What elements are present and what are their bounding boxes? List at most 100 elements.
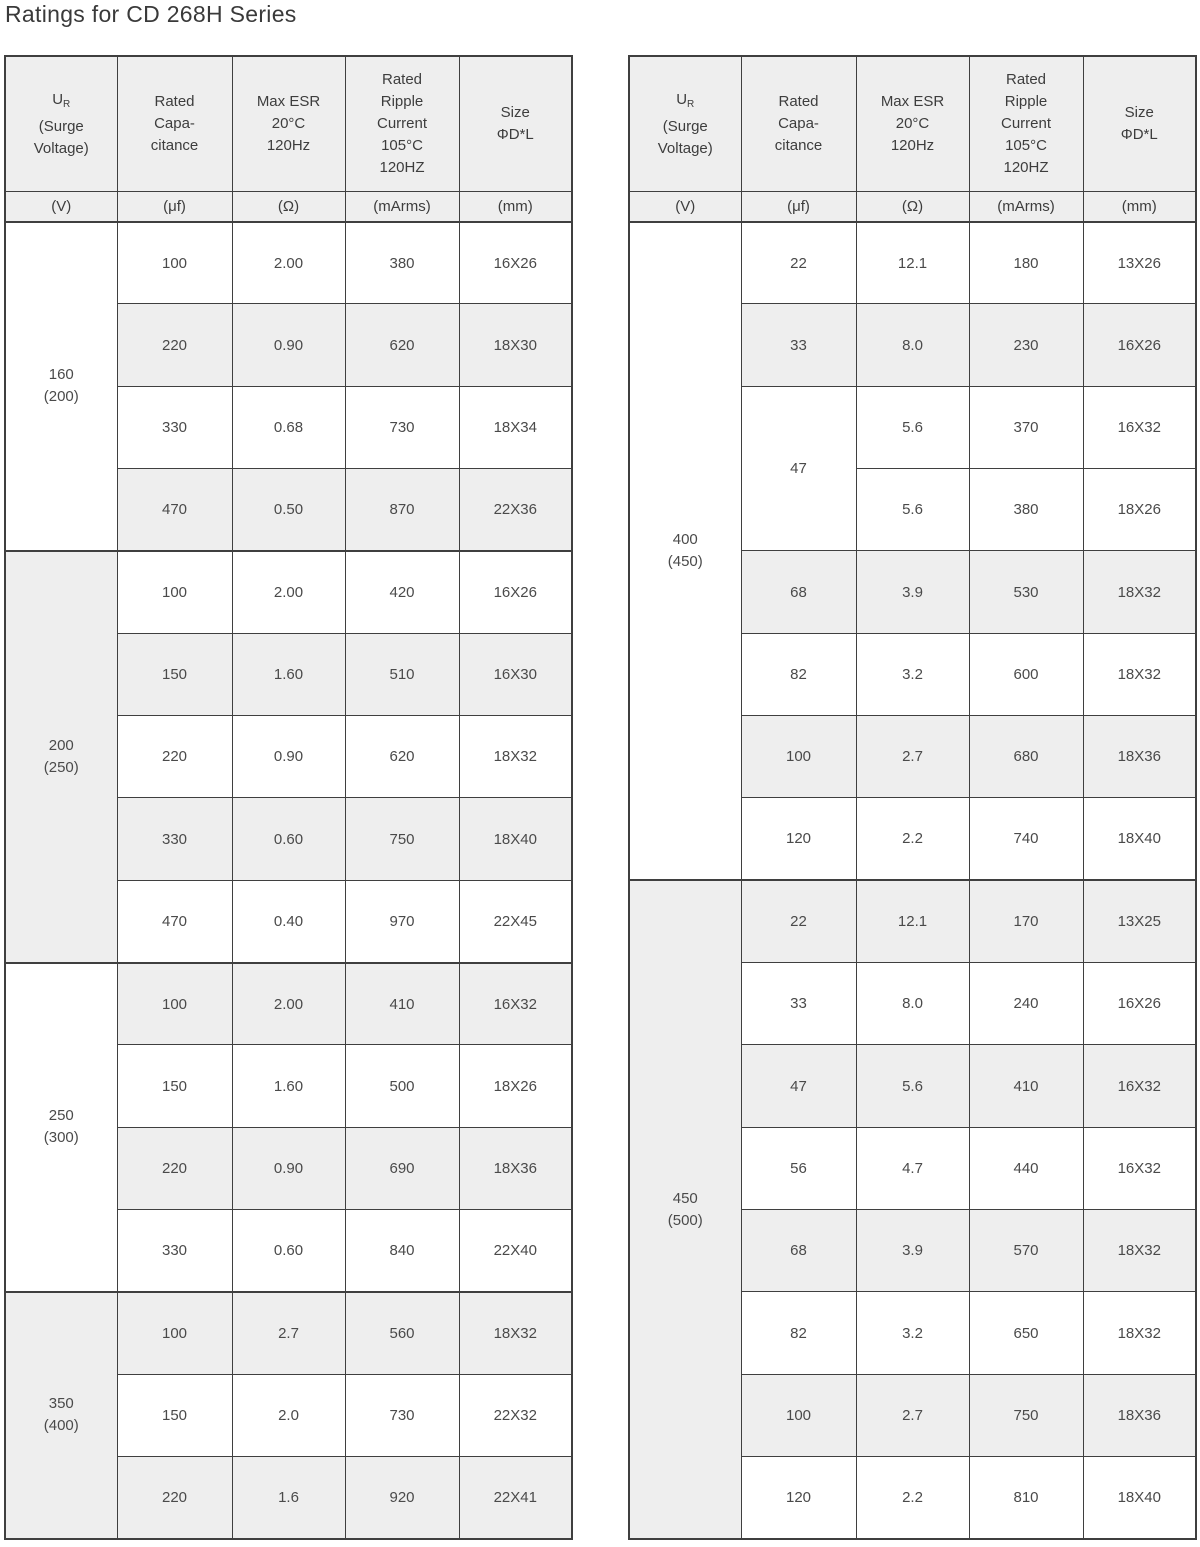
esr-cell: 2.00 bbox=[231, 221, 346, 305]
size-cell: 16X30 bbox=[458, 632, 573, 717]
esr-cell: 0.68 bbox=[231, 385, 346, 470]
esr-cell: 2.00 bbox=[231, 549, 346, 634]
unit-cell-ripple: (mArms) bbox=[344, 191, 460, 223]
ripple-cell: 530 bbox=[968, 550, 1084, 634]
ripple-cell: 380 bbox=[344, 221, 460, 305]
size-cell: 16X26 bbox=[1082, 303, 1197, 387]
esr-cell: 8.0 bbox=[855, 303, 970, 387]
size-cell: 16X26 bbox=[458, 221, 573, 305]
ripple-cell: 750 bbox=[344, 797, 460, 881]
capacitance-cell: 100 bbox=[116, 549, 233, 634]
ratings-table-right: UR (Surge Voltage) Rated Capa-citance Max ESR… bbox=[628, 55, 1197, 1540]
ripple-cell: 740 bbox=[968, 797, 1084, 881]
size-cell: 13X25 bbox=[1082, 879, 1197, 964]
esr-cell: 0.40 bbox=[231, 879, 346, 964]
size-cell: 18X32 bbox=[1082, 1209, 1197, 1293]
table-row: 400 (450) 22 12.1 180 13X26 bbox=[628, 221, 1197, 881]
size-cell: 18X36 bbox=[1082, 1373, 1197, 1458]
cell-line: Voltage) bbox=[657, 139, 713, 157]
capacitance-cell: 100 bbox=[116, 961, 233, 1046]
table-row: 68 3.9 530 18X32 bbox=[629, 550, 1197, 634]
size-cell: 16X32 bbox=[1082, 1126, 1197, 1211]
esr-cell: 5.6 bbox=[855, 1044, 970, 1128]
capacitance-cell: 68 bbox=[740, 1209, 857, 1293]
size-cell: 18X32 bbox=[1082, 1291, 1197, 1375]
ripple-cell: 920 bbox=[344, 1456, 460, 1540]
unit-cell-ripple: (mArms) bbox=[968, 191, 1084, 223]
size-cell: 18X32 bbox=[1082, 550, 1197, 634]
cell-line: 200 bbox=[48, 736, 74, 754]
cell-line: 105°C bbox=[1005, 137, 1047, 155]
page-title: Ratings for CD 268H Series bbox=[5, 1, 297, 27]
capacitance-cell: 22 bbox=[740, 879, 857, 964]
cell-line: 350 bbox=[48, 1395, 74, 1413]
esr-cell: 3.9 bbox=[855, 1209, 970, 1293]
cell-line: 400 bbox=[672, 530, 698, 548]
size-cell: 18X36 bbox=[1082, 715, 1197, 799]
voltage-cell: 450 (500) bbox=[628, 879, 742, 1540]
cell-line: Ripple bbox=[1004, 93, 1048, 111]
cell-line: Max ESR bbox=[880, 93, 945, 111]
esr-cell: 0.60 bbox=[231, 1209, 346, 1293]
esr-cell: 2.7 bbox=[855, 715, 970, 799]
ripple-cell: 510 bbox=[344, 632, 460, 717]
ripple-cell: 970 bbox=[344, 879, 460, 964]
ripple-cell: 410 bbox=[344, 961, 460, 1046]
capacitance-cell: 330 bbox=[116, 1209, 233, 1293]
ripple-cell: 730 bbox=[344, 385, 460, 470]
capacitance-cell: 150 bbox=[116, 632, 233, 717]
size-cell: 18X26 bbox=[458, 1044, 573, 1128]
capacitance-cell: 100 bbox=[740, 715, 857, 799]
cell-line: 120HZ bbox=[1003, 159, 1049, 177]
units-row: (V) (μf) (Ω) (mArms) (mm) bbox=[628, 191, 1197, 223]
voltage-subscript: R bbox=[63, 98, 71, 110]
cell-line: Capa- bbox=[778, 115, 819, 133]
table-row: 120 2.2 810 18X40 bbox=[629, 1456, 1197, 1540]
header-cell-voltage: UR (Surge Voltage) bbox=[4, 55, 118, 193]
unit-cell-voltage: (V) bbox=[628, 191, 742, 223]
size-cell: 18X32 bbox=[1082, 632, 1197, 717]
capacitance-cell: 100 bbox=[116, 1290, 233, 1375]
ripple-cell: 750 bbox=[968, 1373, 1084, 1458]
esr-cell: 0.90 bbox=[231, 715, 346, 799]
voltage-subscript: R bbox=[687, 98, 695, 110]
ripple-cell: 440 bbox=[968, 1126, 1084, 1211]
table-row: 450 (500) 22 12.1 170 13X25 bbox=[628, 879, 1197, 1540]
esr-cell: 12.1 bbox=[855, 221, 970, 305]
unit-cell-capacitance: (μf) bbox=[740, 191, 857, 223]
table-row: 200 (250) 100 2.00 420 16X26 bbox=[4, 549, 573, 964]
cell-line: Current bbox=[376, 115, 428, 133]
ripple-cell: 680 bbox=[968, 715, 1084, 799]
header-cell-voltage: UR (Surge Voltage) bbox=[628, 55, 742, 193]
table-row: 220 0.90 620 18X32 bbox=[5, 715, 573, 799]
size-cell: 18X34 bbox=[458, 385, 573, 470]
cell-line: 105°C bbox=[381, 137, 423, 155]
esr-cell: 0.90 bbox=[231, 303, 346, 387]
esr-cell: 2.0 bbox=[231, 1373, 346, 1458]
unit-cell-capacitance: (μf) bbox=[116, 191, 233, 223]
unit-cell-size: (mm) bbox=[458, 191, 573, 223]
capacitance-cell: 47 bbox=[740, 1044, 857, 1128]
cell-line: 250 bbox=[48, 1107, 74, 1125]
esr-cell: 5.6 bbox=[855, 385, 970, 470]
cell-line: Current bbox=[1000, 115, 1052, 133]
cell-line: Rated bbox=[1005, 71, 1047, 89]
size-cell: 22X40 bbox=[458, 1209, 573, 1293]
capacitance-cell: 120 bbox=[740, 1456, 857, 1540]
size-cell: 16X26 bbox=[1082, 962, 1197, 1046]
capacitance-cell: 220 bbox=[116, 1126, 233, 1211]
capacitance-cell: 33 bbox=[740, 303, 857, 387]
header-cell-ripple: Rated Ripple Current 105°C 120HZ bbox=[968, 55, 1084, 193]
cell-line: UR bbox=[52, 90, 71, 110]
esr-cell: 1.60 bbox=[231, 632, 346, 717]
table-row: 150 2.0 730 22X32 bbox=[5, 1373, 573, 1458]
cell-line: 160 bbox=[48, 366, 74, 384]
cell-line: Rated bbox=[778, 93, 819, 111]
capacitance-cell: 33 bbox=[740, 962, 857, 1046]
voltage-cell: 160 (200) bbox=[4, 221, 118, 552]
size-cell: 22X41 bbox=[458, 1456, 573, 1540]
header-cell-size: Size ΦD*L bbox=[458, 55, 573, 193]
size-cell: 18X26 bbox=[1082, 468, 1197, 552]
esr-cell: 2.7 bbox=[855, 1373, 970, 1458]
table-row: 150 1.60 500 18X26 bbox=[5, 1044, 573, 1128]
